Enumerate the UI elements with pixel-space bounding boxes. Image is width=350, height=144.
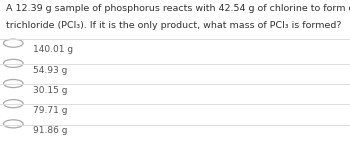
Text: 79.71 g: 79.71 g (33, 106, 68, 115)
Text: 140.01 g: 140.01 g (33, 45, 74, 54)
Text: 91.86 g: 91.86 g (33, 126, 68, 135)
Text: 30.15 g: 30.15 g (33, 86, 68, 95)
Text: trichloride (PCl₃). If it is the only product, what mass of PCl₃ is formed?: trichloride (PCl₃). If it is the only pr… (6, 21, 342, 30)
Text: 54.93 g: 54.93 g (33, 66, 68, 75)
Text: A 12.39 g sample of phosphorus reacts with 42.54 g of chlorine to form only phos: A 12.39 g sample of phosphorus reacts wi… (6, 4, 350, 13)
